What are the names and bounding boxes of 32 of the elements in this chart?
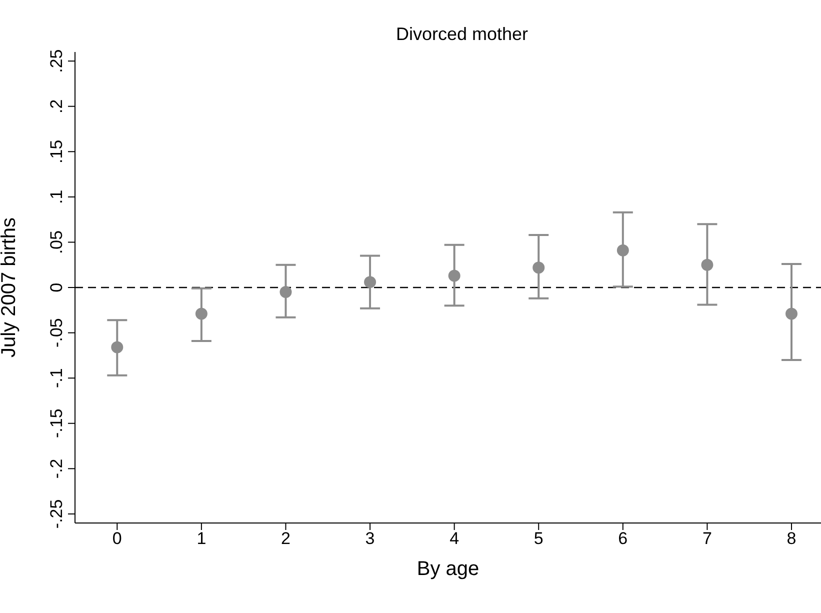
point: [280, 286, 292, 298]
y-tick-label: .25: [47, 49, 66, 73]
y-axis-title: July 2007 births: [0, 217, 20, 358]
x-tick-label: 3: [365, 529, 375, 548]
y-tick-label: -.15: [47, 408, 66, 438]
y-tick-label: -.1: [47, 368, 66, 388]
y-tick-label: .1: [47, 190, 66, 204]
chart-title: Divorced mother: [396, 24, 528, 44]
x-tick-label: 4: [450, 529, 460, 548]
point: [195, 308, 208, 320]
y-tick-label: .05: [47, 230, 66, 254]
y-tick-label: 0: [47, 282, 66, 292]
x-axis-title: By age: [416, 558, 480, 580]
point: [111, 341, 124, 354]
x-tick-label: 8: [786, 529, 796, 548]
x-tick-label: 2: [281, 529, 290, 548]
y-tick-label: .15: [47, 140, 66, 164]
x-tick-label: 6: [618, 529, 628, 548]
point: [616, 244, 629, 256]
x-tick-label: 1: [196, 529, 206, 548]
y-tick-label: .2: [47, 99, 66, 114]
point: [364, 276, 376, 288]
point: [785, 308, 798, 320]
x-tick-label: 0: [112, 529, 122, 548]
y-tick-label: -.05: [47, 318, 66, 348]
point: [532, 262, 545, 274]
x-tick-label: 5: [534, 529, 544, 548]
y-tick-label: -.2: [47, 458, 66, 479]
point: [448, 270, 460, 282]
y-tick-label: -.25: [47, 499, 66, 529]
x-tick-label: 7: [702, 529, 712, 548]
point: [701, 258, 714, 271]
